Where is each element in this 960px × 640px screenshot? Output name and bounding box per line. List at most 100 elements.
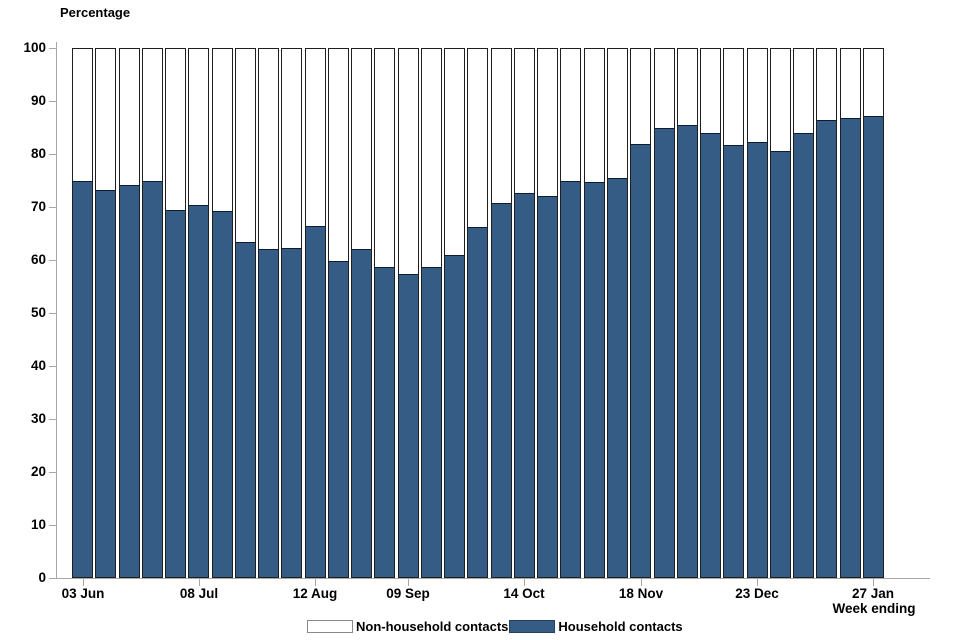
bar-week-ending-10-jun [95, 48, 116, 578]
bar-week-ending-24-jun [142, 48, 163, 578]
bar-week-ending-25-nov [654, 48, 675, 578]
y-tick-label-30: 30 [30, 411, 46, 426]
bar-week-ending-30-sep [467, 48, 488, 578]
y-tick-0 [49, 578, 56, 579]
bar-household-segment [375, 267, 394, 577]
x-tick-18-nov [641, 579, 642, 586]
bar-week-ending-09-dec [700, 48, 721, 578]
bar-week-ending-22-jul [235, 48, 256, 578]
bar-week-ending-09-sep [398, 48, 419, 578]
bar-household-segment [701, 133, 720, 577]
bar-household-segment [655, 128, 674, 577]
y-tick-label-20: 20 [30, 464, 46, 479]
legend-swatch-non-household [307, 620, 353, 633]
y-tick-label-40: 40 [30, 358, 46, 373]
y-tick-10 [49, 525, 56, 526]
bar-household-segment [96, 190, 115, 577]
bar-week-ending-08-jul [188, 48, 209, 578]
bar-household-segment [468, 227, 487, 577]
x-tick-14-oct [524, 579, 525, 586]
x-tick-08-jul [199, 579, 200, 586]
bar-week-ending-14-oct [514, 48, 535, 578]
bar-household-segment [213, 211, 232, 577]
bar-household-segment [608, 178, 627, 577]
x-tick-label-09-sep: 09 Sep [386, 586, 430, 601]
bar-household-segment [864, 116, 883, 577]
bar-household-segment [422, 267, 441, 577]
bar-week-ending-02-sep [374, 48, 395, 578]
x-tick-12-aug [315, 579, 316, 586]
bar-household-segment [282, 248, 301, 577]
bar-week-ending-04-nov [584, 48, 605, 578]
x-tick-03-jun [83, 579, 84, 586]
y-tick-100 [49, 48, 56, 49]
bar-household-segment [143, 181, 162, 577]
bar-week-ending-16-sep [421, 48, 442, 578]
bar-household-segment [561, 181, 580, 577]
legend: Non-household contacts Household contact… [307, 619, 684, 634]
bar-household-segment [748, 142, 767, 577]
bar-household-segment [259, 249, 278, 577]
y-tick-80 [49, 154, 56, 155]
bar-household-segment [399, 274, 418, 577]
bar-week-ending-12-aug [305, 48, 326, 578]
bar-household-segment [585, 182, 604, 577]
bar-week-ending-02-dec [677, 48, 698, 578]
bar-week-ending-28-oct [560, 48, 581, 578]
bar-week-ending-23-sep [444, 48, 465, 578]
x-tick-label-18-nov: 18 Nov [618, 586, 664, 601]
bar-household-segment [771, 151, 790, 577]
y-tick-40 [49, 366, 56, 367]
y-tick-20 [49, 472, 56, 473]
bar-household-segment [352, 249, 371, 577]
bar-household-segment [538, 196, 557, 577]
x-tick-label-08-jul: 08 Jul [179, 586, 219, 601]
bar-household-segment [120, 185, 139, 577]
y-tick-label-100: 100 [23, 40, 46, 55]
legend-label-household: Household contacts [558, 619, 683, 634]
y-tick-label-90: 90 [30, 93, 46, 108]
y-tick-label-80: 80 [30, 146, 46, 161]
bar-household-segment [515, 193, 534, 577]
bar-week-ending-18-nov [630, 48, 651, 578]
bar-household-segment [841, 118, 860, 577]
legend-label-non-household: Non-household contacts [356, 619, 509, 634]
y-tick-label-0: 0 [38, 570, 46, 585]
x-tick-label-14-oct: 14 Oct [503, 586, 545, 601]
x-tick-23-dec [757, 579, 758, 586]
bar-household-segment [445, 255, 464, 577]
y-tick-90 [49, 101, 56, 102]
y-tick-50 [49, 313, 56, 314]
bar-household-segment [817, 120, 836, 577]
x-tick-label-12-aug: 12 Aug [292, 586, 338, 601]
bar-household-segment [306, 226, 325, 577]
y-tick-30 [49, 419, 56, 420]
bar-household-segment [794, 133, 813, 577]
bar-week-ending-03-jun [72, 48, 93, 578]
x-tick-label-27-jan: 27 Jan [851, 586, 895, 601]
bar-week-ending-21-oct [537, 48, 558, 578]
y-tick-label-60: 60 [30, 252, 46, 267]
x-tick-09-sep [408, 579, 409, 586]
bar-week-ending-29-jul [258, 48, 279, 578]
bar-week-ending-07-oct [491, 48, 512, 578]
bar-week-ending-13-jan [816, 48, 837, 578]
bar-household-segment [236, 242, 255, 577]
bar-household-segment [492, 203, 511, 577]
y-axis-title: Percentage [60, 5, 131, 20]
y-tick-label-70: 70 [30, 199, 46, 214]
bar-week-ending-11-nov [607, 48, 628, 578]
bar-household-segment [189, 205, 208, 577]
bar-week-ending-19-aug [328, 48, 349, 578]
bar-household-segment [724, 145, 743, 577]
legend-swatch-household [509, 620, 556, 633]
bar-week-ending-20-jan [840, 48, 861, 578]
bar-household-segment [73, 181, 92, 577]
bar-household-segment [678, 125, 697, 577]
bar-week-ending-30-dec [770, 48, 791, 578]
y-tick-60 [49, 260, 56, 261]
bar-week-ending-26-aug [351, 48, 372, 578]
bar-household-segment [329, 261, 348, 577]
bar-week-ending-27-jan [863, 48, 884, 578]
